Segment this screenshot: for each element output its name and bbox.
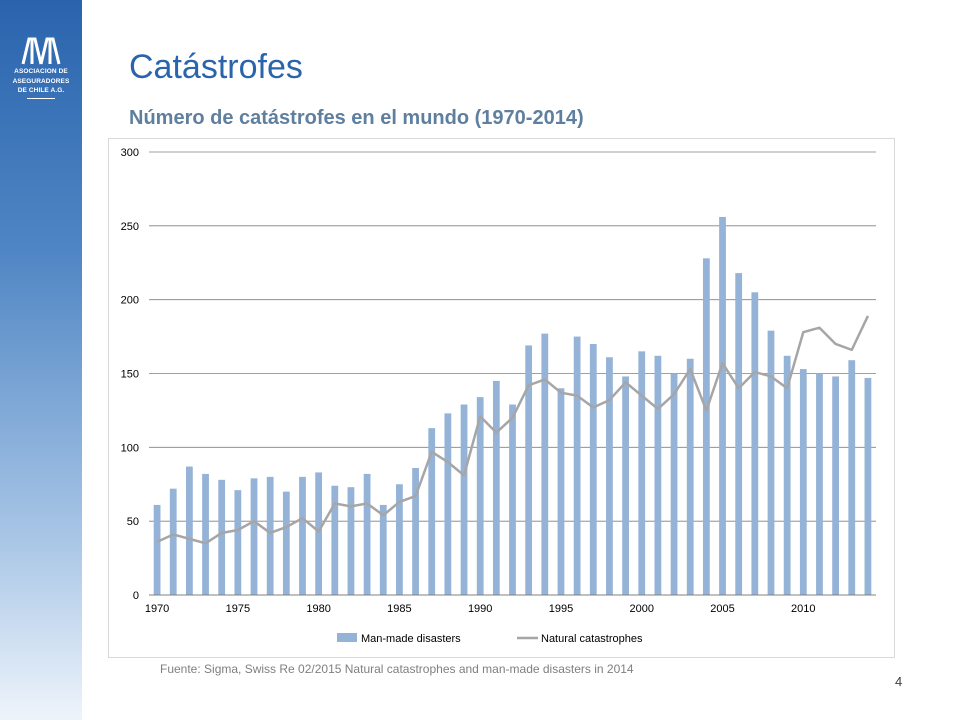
logo-rule (27, 97, 55, 99)
x-tick-label: 1970 (145, 603, 169, 615)
bar (379, 504, 387, 595)
bar (702, 258, 710, 595)
bar (460, 404, 468, 595)
bar (816, 373, 823, 595)
bar (622, 376, 629, 595)
legend-label-natural: Natural catastrophes (541, 633, 643, 645)
bar (412, 468, 419, 595)
y-tick-label: 200 (121, 295, 139, 307)
x-tick-label: 1990 (468, 603, 492, 615)
x-tick-label: 2010 (791, 603, 815, 615)
logo-text-line3: DE CHILE A.G. (17, 87, 65, 94)
bar (638, 351, 646, 595)
legend-label-man-made: Man-made disasters (361, 633, 461, 645)
bar (719, 216, 726, 595)
y-tick-label: 300 (121, 147, 139, 159)
x-tick-label: 2005 (710, 603, 734, 615)
bar (735, 273, 743, 595)
bar (848, 360, 856, 595)
bar (670, 373, 678, 595)
bar (654, 355, 662, 595)
disasters-chart: 0 50 100 150 200 250 300 1970 1975 1980 1985 1990 19… (121, 147, 876, 645)
bar (573, 336, 581, 595)
bar (492, 380, 500, 595)
source-note: Fuente: Sigma, Swiss Re 02/2015 Natural … (160, 662, 634, 676)
bar (202, 473, 209, 595)
bar (282, 491, 290, 595)
bar (153, 504, 161, 595)
logo-text-line2: ASEGURADORES (12, 77, 70, 85)
bar (832, 376, 840, 595)
bar (476, 397, 484, 595)
bar (541, 333, 549, 595)
bar (509, 404, 516, 595)
bar (444, 413, 452, 595)
y-tick-label: 100 (121, 442, 139, 454)
bar (783, 355, 791, 595)
bar (347, 487, 355, 595)
x-tick-label: 1985 (387, 603, 411, 615)
y-tick-label: 0 (133, 590, 139, 602)
bar (428, 428, 436, 595)
x-tick-label: 1995 (549, 603, 573, 615)
bar (331, 485, 339, 595)
association-logo: ASOCIACION DE ASEGURADORES DE CHILE A.G. (6, 36, 76, 99)
y-tick-label: 150 (121, 369, 139, 381)
bar (525, 345, 533, 595)
bar (250, 478, 258, 595)
bar (557, 388, 565, 595)
x-tick-label: 2000 (630, 603, 654, 615)
page-number: 4 (895, 674, 903, 689)
bar (315, 472, 323, 595)
series-line (156, 315, 870, 545)
x-tick-label: 1980 (306, 603, 330, 615)
sidebar-band: ASOCIACION DE ASEGURADORES DE CHILE A.G. (0, 0, 82, 720)
y-tick-label: 250 (121, 221, 139, 233)
legend-swatch-bar (337, 633, 357, 642)
bar (218, 479, 226, 595)
bar (751, 292, 759, 595)
bar (299, 476, 306, 595)
bar (606, 357, 613, 595)
chart-frame: 0 50 100 150 200 250 300 1970 1975 1980 1985 1990 19… (108, 138, 895, 658)
bar (799, 369, 807, 595)
bar (767, 330, 775, 595)
bar (589, 343, 597, 595)
bar (234, 490, 242, 595)
x-tick-label: 1975 (226, 603, 250, 615)
y-tick-label: 50 (127, 516, 139, 528)
bar (185, 466, 193, 595)
page-title: Catástrofes (129, 48, 303, 86)
bar (363, 473, 371, 595)
bar (686, 358, 694, 595)
page-subtitle: Número de catástrofes en el mundo (1970-… (129, 107, 584, 129)
bar (266, 476, 274, 595)
columns-logo-icon (21, 37, 61, 65)
logo-text-line1: ASOCIACION DE (14, 68, 68, 75)
bar (169, 488, 177, 595)
bar (864, 377, 872, 595)
bar (396, 484, 403, 595)
